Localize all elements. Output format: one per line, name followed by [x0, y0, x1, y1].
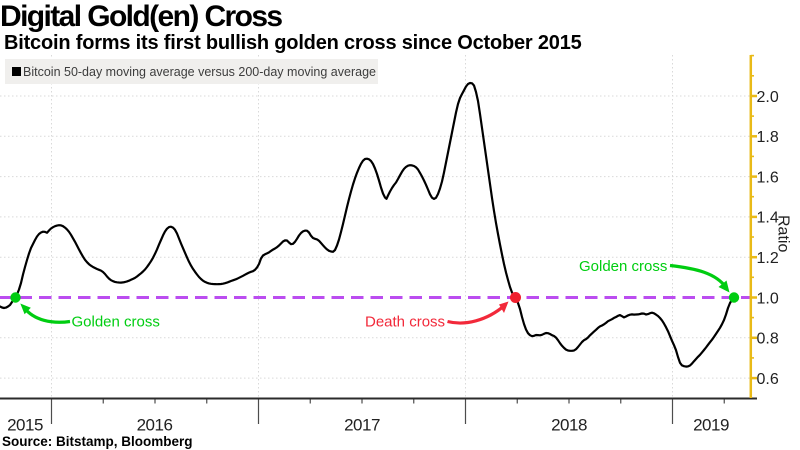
svg-text:2016: 2016 — [137, 416, 173, 435]
svg-text:Death cross: Death cross — [365, 314, 445, 331]
svg-text:1.4: 1.4 — [757, 210, 779, 227]
svg-text:0.8: 0.8 — [757, 331, 779, 348]
svg-text:0.6: 0.6 — [757, 371, 779, 388]
svg-text:2018: 2018 — [551, 416, 587, 435]
svg-text:2015: 2015 — [7, 416, 43, 435]
svg-text:2017: 2017 — [344, 416, 380, 435]
svg-text:1.8: 1.8 — [757, 129, 779, 146]
svg-text:Golden cross: Golden cross — [72, 314, 160, 331]
svg-text:Golden cross: Golden cross — [579, 258, 667, 275]
svg-text:2019: 2019 — [693, 416, 729, 435]
svg-text:1.6: 1.6 — [757, 169, 779, 186]
svg-text:1.0: 1.0 — [757, 290, 779, 307]
svg-text:2.0: 2.0 — [757, 89, 779, 106]
svg-text:Ratio: Ratio — [775, 215, 792, 252]
svg-text:1.2: 1.2 — [757, 250, 779, 267]
